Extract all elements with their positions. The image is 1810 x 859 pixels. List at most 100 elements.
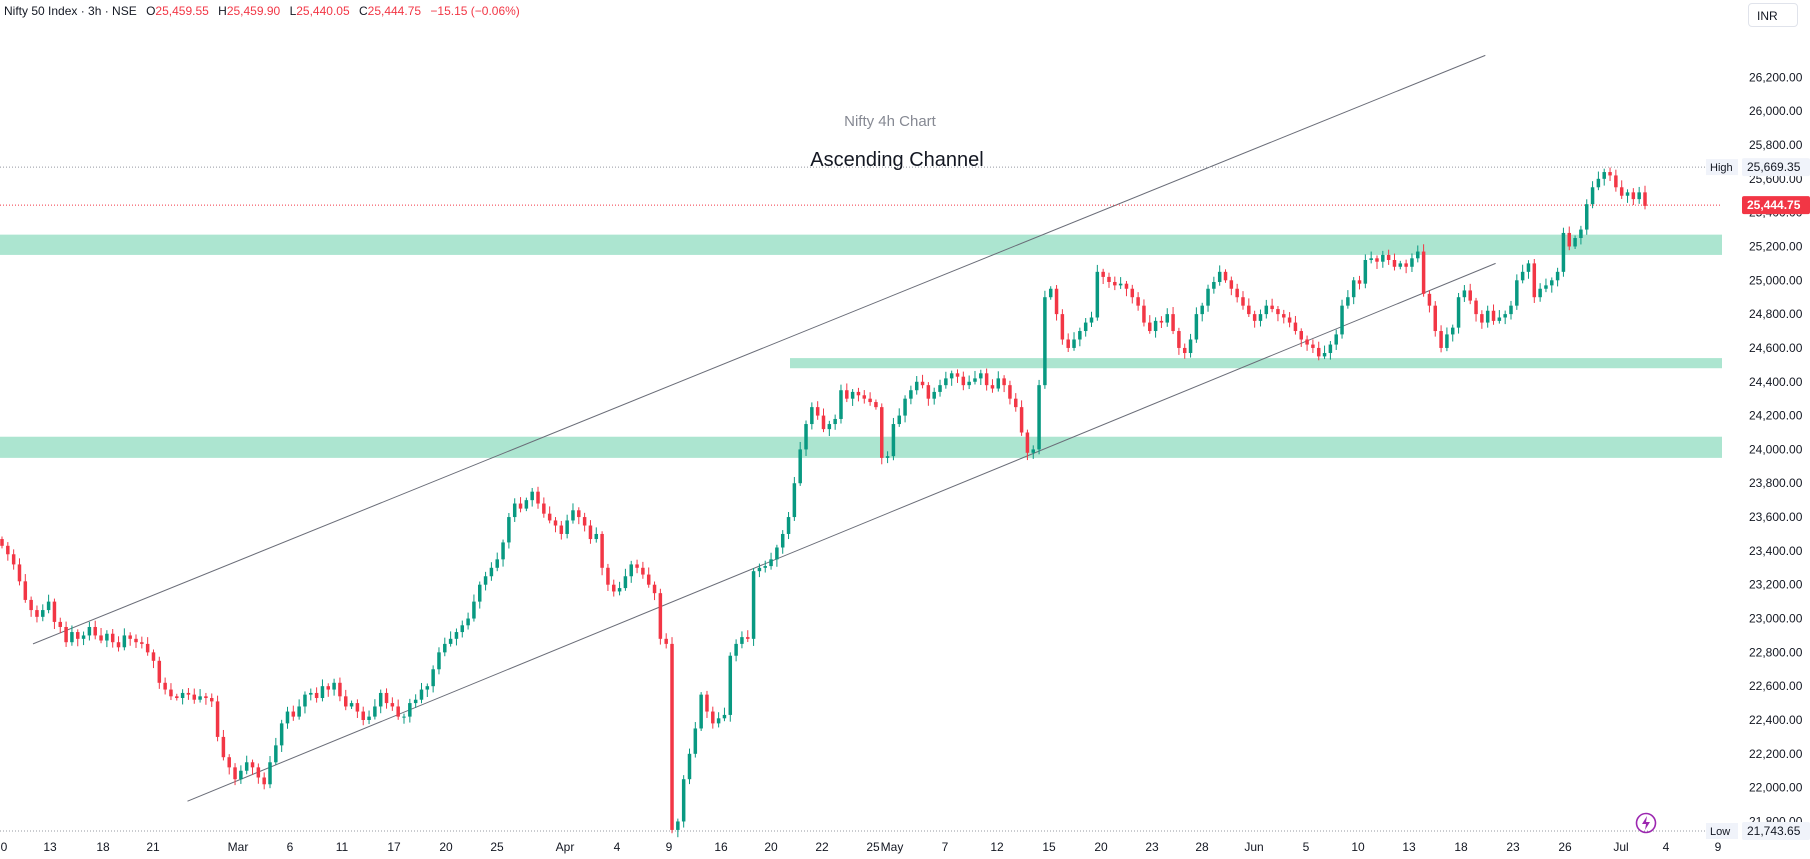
candle[interactable]	[1153, 317, 1158, 338]
candle[interactable]	[1002, 375, 1006, 393]
candle[interactable]	[122, 628, 127, 651]
candle[interactable]	[711, 706, 715, 729]
candle[interactable]	[1299, 328, 1303, 347]
candle[interactable]	[1019, 400, 1024, 436]
candle[interactable]	[1054, 285, 1059, 321]
candle[interactable]	[1252, 310, 1257, 328]
candle[interactable]	[390, 697, 395, 711]
candle[interactable]	[1584, 199, 1589, 235]
candle[interactable]	[443, 637, 447, 657]
candle[interactable]	[239, 765, 243, 784]
candle[interactable]	[1375, 255, 1379, 269]
candle[interactable]	[1334, 329, 1338, 350]
candle[interactable]	[344, 689, 348, 711]
candle[interactable]	[705, 690, 709, 718]
candle[interactable]	[250, 759, 255, 775]
candle[interactable]	[973, 370, 977, 385]
candle[interactable]	[0, 536, 4, 549]
currency-selector[interactable]: INR	[1748, 3, 1798, 27]
candle[interactable]	[6, 542, 10, 561]
candle[interactable]	[448, 631, 453, 647]
candle[interactable]	[734, 639, 738, 662]
candle[interactable]	[1614, 169, 1618, 192]
candle[interactable]	[145, 637, 150, 656]
candle[interactable]	[740, 631, 744, 649]
candle[interactable]	[1480, 310, 1484, 329]
candle[interactable]	[606, 563, 610, 591]
candle[interactable]	[291, 705, 296, 721]
candle[interactable]	[256, 763, 261, 784]
candle[interactable]	[320, 679, 325, 702]
candle[interactable]	[827, 420, 832, 437]
candle[interactable]	[1602, 168, 1606, 186]
candle[interactable]	[233, 763, 237, 786]
sr-zone[interactable]	[790, 358, 1722, 369]
candle[interactable]	[1427, 290, 1432, 313]
candle[interactable]	[862, 390, 867, 404]
candle[interactable]	[274, 737, 278, 765]
candle[interactable]	[1386, 249, 1391, 265]
candle[interactable]	[314, 687, 319, 703]
candle[interactable]	[355, 699, 360, 718]
candle[interactable]	[1637, 186, 1641, 204]
candle[interactable]	[955, 369, 960, 383]
candle[interactable]	[1311, 339, 1315, 354]
candle[interactable]	[577, 507, 581, 525]
candle[interactable]	[1107, 272, 1111, 288]
candle[interactable]	[431, 665, 435, 693]
candle[interactable]	[1148, 315, 1152, 334]
candle[interactable]	[676, 818, 680, 838]
candle[interactable]	[338, 677, 342, 702]
candle[interactable]	[41, 604, 45, 622]
candle[interactable]	[81, 631, 86, 646]
candle[interactable]	[157, 656, 162, 689]
candle[interactable]	[845, 383, 849, 403]
candle[interactable]	[163, 677, 167, 695]
candle[interactable]	[1182, 343, 1187, 359]
candle[interactable]	[1014, 393, 1018, 412]
candle[interactable]	[507, 513, 511, 549]
candle[interactable]	[1532, 258, 1537, 303]
candle[interactable]	[850, 389, 855, 406]
sr-zone[interactable]	[0, 234, 1722, 255]
candle[interactable]	[1625, 189, 1630, 203]
candle[interactable]	[1573, 235, 1577, 250]
candle[interactable]	[891, 417, 896, 461]
candle[interactable]	[1031, 445, 1035, 459]
candle[interactable]	[1241, 291, 1245, 310]
candle[interactable]	[116, 636, 121, 652]
candle[interactable]	[623, 568, 628, 591]
candle[interactable]	[1550, 277, 1554, 293]
candle[interactable]	[262, 772, 266, 790]
candle[interactable]	[1177, 327, 1181, 355]
candle[interactable]	[1555, 267, 1560, 287]
candle[interactable]	[495, 552, 499, 572]
candle[interactable]	[582, 512, 587, 532]
candle[interactable]	[1561, 227, 1566, 277]
candle[interactable]	[23, 574, 28, 603]
candle[interactable]	[600, 531, 604, 576]
candle[interactable]	[1136, 292, 1140, 311]
candle[interactable]	[1433, 301, 1438, 337]
candle[interactable]	[880, 403, 884, 465]
candle[interactable]	[553, 517, 558, 533]
candle[interactable]	[454, 628, 459, 646]
candle[interactable]	[949, 370, 954, 386]
candle[interactable]	[373, 699, 377, 720]
candle[interactable]	[361, 706, 365, 726]
candle[interactable]	[1078, 327, 1082, 347]
candle[interactable]	[1369, 251, 1373, 264]
candle[interactable]	[349, 700, 354, 710]
candle[interactable]	[670, 637, 674, 834]
candle[interactable]	[46, 594, 51, 614]
candle[interactable]	[244, 755, 249, 775]
channel-upper-line[interactable]	[32, 54, 1486, 645]
candle[interactable]	[209, 693, 214, 707]
candle[interactable]	[1229, 276, 1234, 296]
candle[interactable]	[1305, 335, 1309, 351]
candle[interactable]	[833, 414, 837, 430]
candle[interactable]	[466, 612, 470, 630]
candle[interactable]	[798, 441, 802, 486]
candle[interactable]	[1101, 268, 1105, 285]
candle[interactable]	[1171, 307, 1175, 335]
